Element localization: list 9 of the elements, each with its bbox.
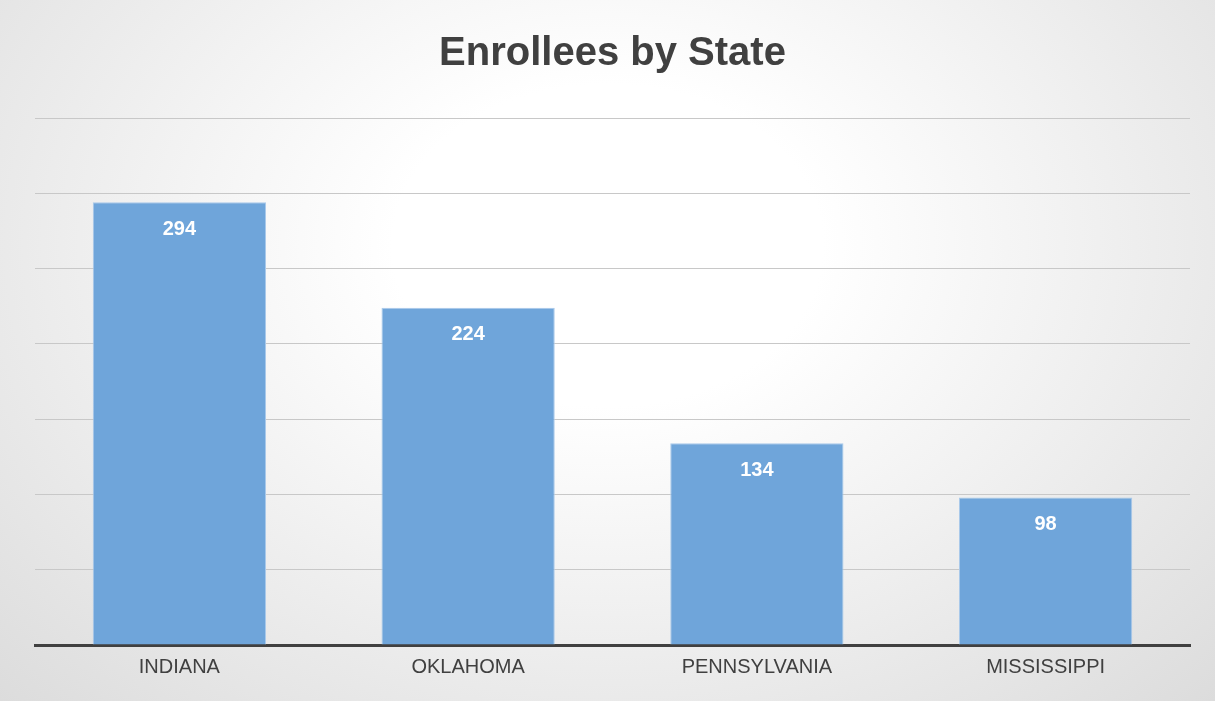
x-tick-label: INDIANA (138, 654, 221, 677)
chart-title: Enrollees by State (439, 29, 786, 74)
data-label: 134 (740, 457, 775, 480)
x-tick-label: PENNSYLVANIA (681, 654, 833, 677)
data-label: 224 (451, 322, 486, 345)
data-label: 294 (162, 216, 197, 239)
x-tick-label: OKLAHOMA (411, 654, 526, 677)
x-tick-label: MISSISSIPPI (986, 654, 1106, 677)
data-label: 98 (1034, 511, 1057, 534)
